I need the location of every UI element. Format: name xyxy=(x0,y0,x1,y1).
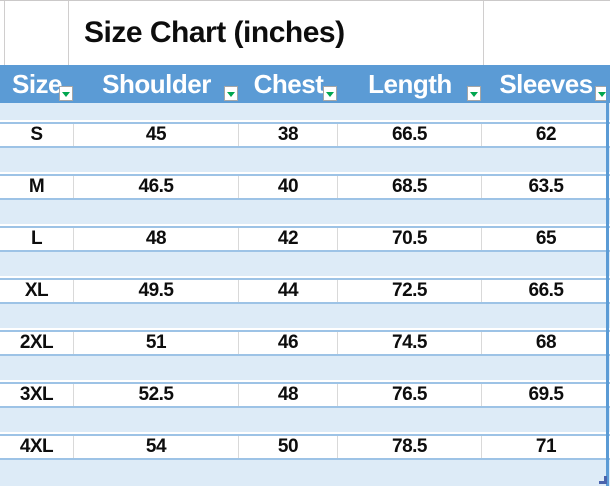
cell-length[interactable]: 76.5 xyxy=(338,384,482,406)
cell-size[interactable]: XL xyxy=(0,280,74,302)
cell-sleeves[interactable]: 68 xyxy=(535,332,557,353)
sheet-title: Size Chart (inches) xyxy=(84,16,345,49)
cell-shoulder[interactable]: 49.5 xyxy=(74,280,239,302)
cell-size[interactable]: 4XL xyxy=(0,436,74,458)
table-row: L 48 42 70.5 65 xyxy=(0,226,610,252)
table-row: XL 49.5 44 72.5 66.5 xyxy=(0,278,610,304)
cell-shoulder[interactable]: 51 xyxy=(74,332,239,354)
cell-shoulder[interactable]: 54 xyxy=(74,436,239,458)
cell-chest[interactable]: 50 xyxy=(239,436,338,458)
gridline xyxy=(483,1,484,65)
column-header-label: Length xyxy=(368,68,452,99)
cell-shoulder[interactable]: 52.5 xyxy=(74,384,239,406)
title-row: Size Chart (inches) xyxy=(0,0,610,65)
cell-shoulder[interactable]: 46.5 xyxy=(74,176,239,198)
banded-spacer-row xyxy=(0,304,610,330)
cell-length[interactable]: 72.5 xyxy=(338,280,482,302)
table-edge-line xyxy=(606,65,609,486)
cell-sleeves[interactable]: 63.5 xyxy=(528,176,564,197)
table-row: 2XL 51 46 74.5 68 xyxy=(0,330,610,356)
column-header-label: Chest xyxy=(253,68,324,99)
banded-spacer-row xyxy=(0,460,610,486)
cell-length[interactable]: 70.5 xyxy=(338,228,482,250)
cell-sleeves[interactable]: 62 xyxy=(535,124,557,145)
filter-button-chest[interactable] xyxy=(323,86,337,101)
banded-spacer-row xyxy=(0,356,610,382)
cell-size[interactable]: 2XL xyxy=(0,332,74,354)
cell-shoulder[interactable]: 48 xyxy=(74,228,239,250)
column-header-label: Sleeves xyxy=(499,68,593,99)
filter-button-length[interactable] xyxy=(467,86,481,101)
column-header-size: Size xyxy=(0,65,74,103)
column-header-label: Shoulder xyxy=(102,68,211,99)
cell-shoulder[interactable]: 45 xyxy=(74,124,239,146)
banded-spacer-row xyxy=(0,148,610,174)
cell-size[interactable]: S xyxy=(0,124,74,146)
banded-spacer-row xyxy=(0,200,610,226)
column-header-chest: Chest xyxy=(239,65,338,103)
column-header-shoulder: Shoulder xyxy=(74,65,239,103)
table-row: M 46.5 40 68.5 63.5 xyxy=(0,174,610,200)
gridline xyxy=(68,1,69,65)
cell-length[interactable]: 74.5 xyxy=(338,332,482,354)
gridline xyxy=(4,1,5,65)
table-header-row: Size Shoulder Chest Length Sleeves xyxy=(0,65,610,103)
cell-chest[interactable]: 42 xyxy=(239,228,338,250)
cell-sleeves[interactable]: 65 xyxy=(535,228,557,249)
cell-chest[interactable]: 44 xyxy=(239,280,338,302)
banded-spacer-row xyxy=(0,103,610,122)
cell-chest[interactable]: 48 xyxy=(239,384,338,406)
cell-chest[interactable]: 38 xyxy=(239,124,338,146)
filter-dropdown-icon xyxy=(326,92,334,97)
column-header-label: Size xyxy=(11,68,63,99)
column-header-length: Length xyxy=(338,65,482,103)
filter-dropdown-icon xyxy=(598,92,606,97)
cell-chest[interactable]: 40 xyxy=(239,176,338,198)
cell-sleeves[interactable]: 66.5 xyxy=(528,280,564,301)
cell-sleeves[interactable]: 69.5 xyxy=(528,384,564,405)
table-row: 4XL 54 50 78.5 71 xyxy=(0,434,610,460)
cell-length[interactable]: 68.5 xyxy=(338,176,482,198)
filter-button-shoulder[interactable] xyxy=(224,86,238,101)
cell-length[interactable]: 78.5 xyxy=(338,436,482,458)
filter-dropdown-icon xyxy=(470,92,478,97)
cell-chest[interactable]: 46 xyxy=(239,332,338,354)
filter-button-size[interactable] xyxy=(59,86,73,101)
banded-spacer-row xyxy=(0,252,610,278)
table-row: 3XL 52.5 48 76.5 69.5 xyxy=(0,382,610,408)
cell-size[interactable]: 3XL xyxy=(0,384,74,406)
table-resize-handle[interactable] xyxy=(599,476,607,484)
cell-size[interactable]: L xyxy=(0,228,74,250)
cell-length[interactable]: 66.5 xyxy=(338,124,482,146)
cell-sleeves[interactable]: 71 xyxy=(535,436,557,457)
column-header-sleeves: Sleeves xyxy=(482,65,610,103)
banded-spacer-row xyxy=(0,408,610,434)
cell-size[interactable]: M xyxy=(0,176,74,198)
table-row: S 45 38 66.5 62 xyxy=(0,122,610,148)
filter-dropdown-icon xyxy=(227,92,235,97)
filter-dropdown-icon xyxy=(62,92,70,97)
